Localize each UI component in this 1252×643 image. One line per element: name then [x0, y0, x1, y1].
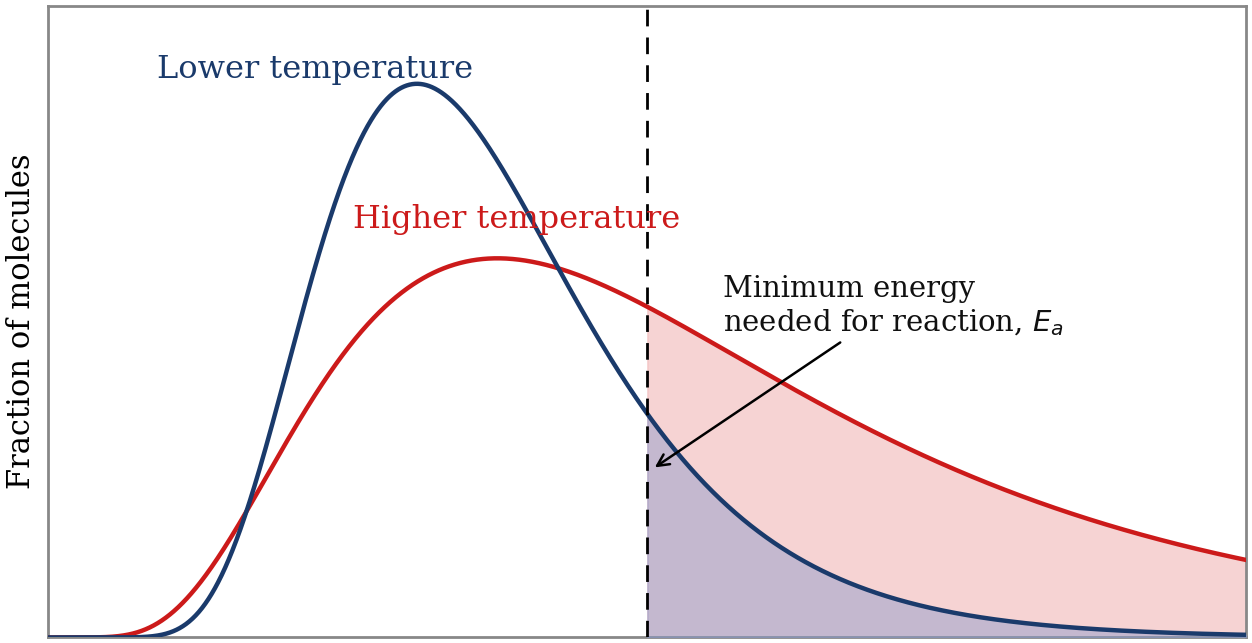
- Y-axis label: Fraction of molecules: Fraction of molecules: [5, 154, 36, 489]
- Text: Lower temperature: Lower temperature: [156, 54, 473, 85]
- Text: Higher temperature: Higher temperature: [353, 204, 680, 235]
- Text: Minimum energy
needed for reaction, $E_a$: Minimum energy needed for reaction, $E_a…: [657, 275, 1064, 466]
